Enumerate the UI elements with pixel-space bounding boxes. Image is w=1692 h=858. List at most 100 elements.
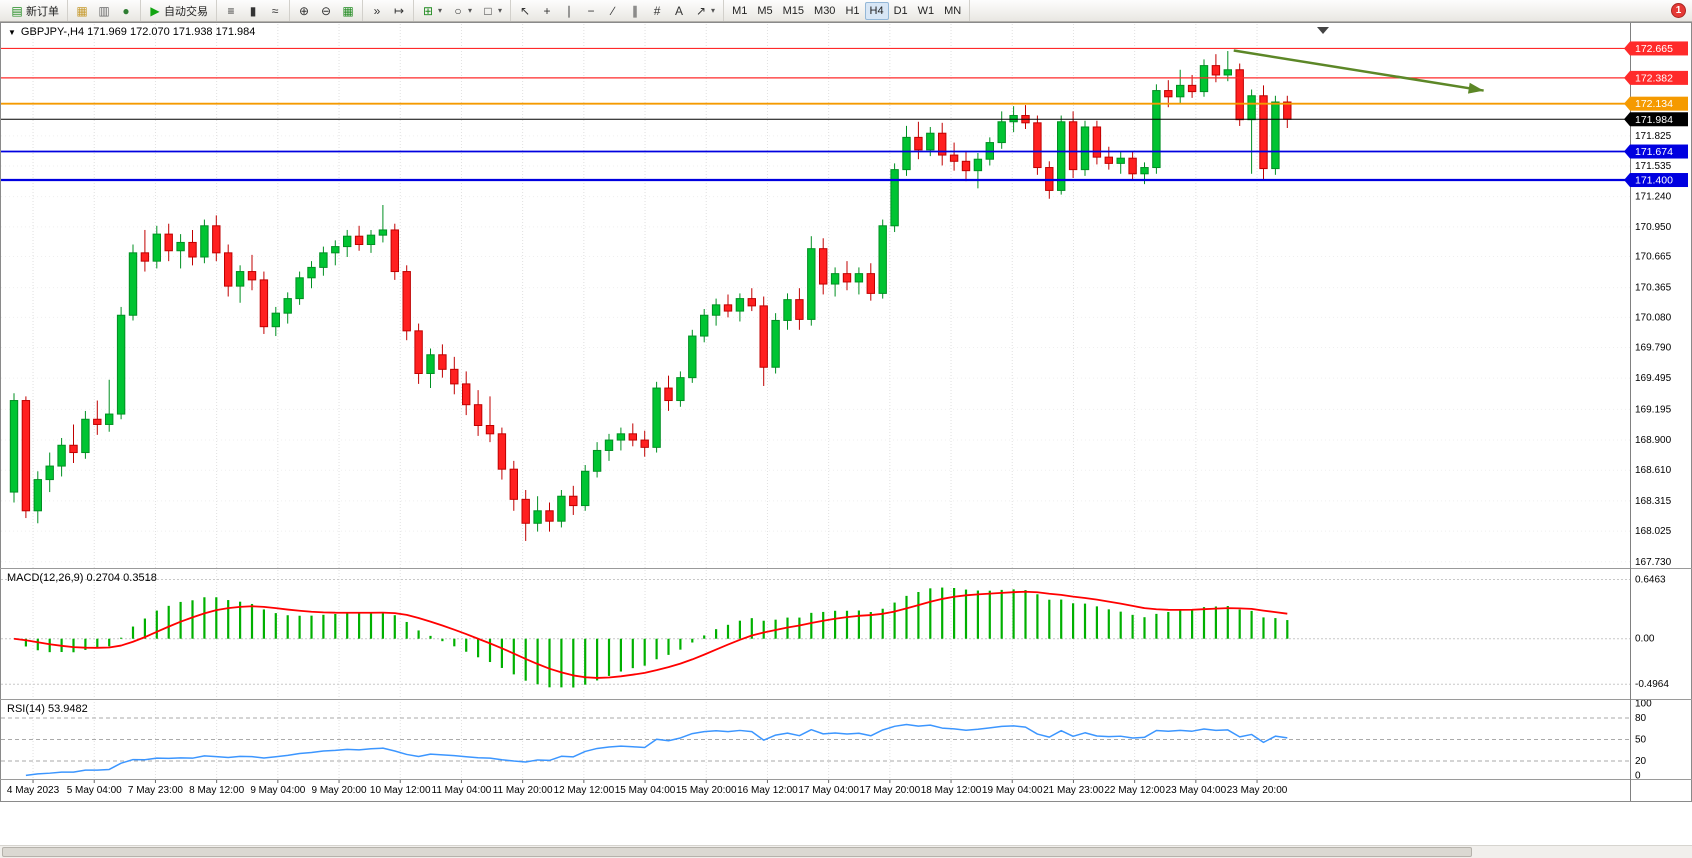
indicators-button[interactable]: ⊞ ▾ [417, 2, 447, 20]
market-watch-icon: ▦ [76, 3, 88, 18]
svg-text:10 May 12:00: 10 May 12:00 [370, 785, 431, 796]
svg-text:22 May 12:00: 22 May 12:00 [1104, 785, 1165, 796]
svg-text:15 May 20:00: 15 May 20:00 [676, 785, 737, 796]
zoom-group: ⊕ ⊖ ▦ [290, 0, 363, 21]
svg-text:80: 80 [1635, 713, 1647, 724]
bar-chart-icon: ≡ [227, 3, 235, 18]
notifications-badge[interactable]: 1 [1671, 3, 1686, 18]
line-chart-icon: ≈ [271, 3, 279, 18]
symbol-readout: ▼ GBPJPY-,H4 171.969 172.070 171.938 171… [8, 26, 255, 38]
svg-text:168.610: 168.610 [1635, 465, 1672, 476]
navigator-icon: ● [122, 3, 130, 18]
auto-scroll-icon: » [373, 3, 381, 18]
chart-shift-marker[interactable] [1317, 27, 1329, 34]
one-click-trading-toggle[interactable]: ▼ [8, 27, 16, 37]
crosshair-button[interactable]: + [536, 2, 558, 20]
cursor-icon: ↖ [520, 3, 531, 18]
candlestick-chart-button[interactable]: ▮ [242, 2, 264, 20]
svg-text:168.025: 168.025 [1635, 526, 1672, 537]
auto-scroll-button[interactable]: » [366, 2, 388, 20]
svg-text:11 May 20:00: 11 May 20:00 [493, 785, 553, 796]
svg-text:171.674: 171.674 [1635, 146, 1673, 158]
new-order-button[interactable]: ▤ 新订单 [6, 2, 64, 20]
tile-windows-icon: ▦ [342, 3, 354, 18]
cursor-button[interactable]: ↖ [514, 2, 536, 20]
arrow-objects-button[interactable]: ↗ ▾ [690, 2, 720, 20]
timeframe-h4-button-label: H4 [869, 4, 884, 17]
fibonacci-button[interactable]: # [646, 2, 668, 20]
trendline-button[interactable]: ∕ [602, 2, 624, 20]
timeframe-d1-button[interactable]: D1 [889, 2, 913, 20]
rsi-readout: RSI(14) 53.9482 [7, 703, 88, 715]
svg-text:4 May 2023: 4 May 2023 [7, 785, 60, 796]
timeframe-m30-button[interactable]: M30 [809, 2, 840, 20]
timeframe-m15-button-label: M15 [782, 4, 805, 17]
svg-text:169.790: 169.790 [1635, 342, 1672, 353]
macd-signal-line [13, 590, 1288, 679]
svg-text:171.535: 171.535 [1635, 161, 1672, 172]
svg-text:100: 100 [1635, 699, 1652, 710]
svg-text:171.400: 171.400 [1635, 175, 1673, 187]
navigator-button[interactable]: ● [115, 2, 137, 20]
svg-text:0: 0 [1635, 770, 1641, 781]
horizontal-line-icon: − [587, 3, 595, 18]
horizontal-line-button[interactable]: − [580, 2, 602, 20]
zoom-out-icon: ⊖ [320, 3, 332, 18]
bar-chart-button[interactable]: ≡ [220, 2, 242, 20]
price-axis-labels: 171.825 171.535 171.240 170.950 170.665 170.3… [1635, 131, 1672, 568]
candlestick-series [9, 51, 1292, 541]
periods-button[interactable]: ○ ▾ [447, 2, 477, 20]
svg-text:9 May 20:00: 9 May 20:00 [312, 785, 367, 796]
horizontal-scrollbar-thumb[interactable] [2, 847, 1472, 857]
tile-windows-button[interactable]: ▦ [337, 2, 359, 20]
trend-arrow[interactable] [1233, 49, 1484, 94]
timeframe-h1-button-label: H1 [845, 4, 860, 17]
svg-text:-0.4964: -0.4964 [1635, 679, 1669, 690]
timeframe-h4-button[interactable]: H4 [864, 1, 889, 20]
svg-text:170.080: 170.080 [1635, 312, 1672, 323]
timeframe-mn-button[interactable]: MN [939, 2, 966, 20]
chevron-down-icon: ▾ [468, 6, 473, 15]
chart-shift-button[interactable]: ↦ [388, 2, 410, 20]
vertical-line-icon: ∣ [566, 3, 573, 18]
timeframe-h1-button[interactable]: H1 [840, 2, 864, 20]
svg-text:12 May 12:00: 12 May 12:00 [554, 785, 615, 796]
market-watch-button[interactable]: ▦ [71, 2, 93, 20]
horizontal-levels [1, 47, 1630, 182]
new-order-button-label: 新订单 [26, 5, 59, 18]
vertical-line-button[interactable]: ∣ [558, 2, 580, 20]
svg-text:172.382: 172.382 [1635, 72, 1673, 84]
autotrade-group: ▶ 自动交易 [141, 0, 217, 21]
channel-button[interactable]: ∥ [624, 2, 646, 20]
scroll-group: » ↦ [363, 0, 414, 21]
candlestick-chart-icon: ▮ [249, 3, 257, 18]
insert-group: ⊞ ▾ ○ ▾ □ ▾ [414, 0, 512, 21]
chart-shift-icon: ↦ [393, 3, 405, 18]
trendline-icon: ∕ [612, 3, 615, 18]
autotrade-button[interactable]: ▶ 自动交易 [144, 2, 213, 20]
timeframe-m1-button[interactable]: M1 [727, 2, 752, 20]
svg-text:9 May 04:00: 9 May 04:00 [250, 785, 305, 796]
data-window-button[interactable]: ▥ [93, 2, 115, 20]
chevron-down-icon: ▾ [711, 6, 716, 15]
line-chart-button[interactable]: ≈ [264, 2, 286, 20]
horizontal-scrollbar[interactable] [0, 845, 1692, 858]
indicators-icon: ⊞ [422, 3, 434, 18]
zoom-in-button[interactable]: ⊕ [293, 2, 315, 20]
rsi-line [25, 723, 1288, 777]
templates-button[interactable]: □ ▾ [477, 2, 507, 20]
timeframe-m15-button[interactable]: M15 [778, 2, 809, 20]
timeframe-m5-button-label: M5 [757, 4, 773, 17]
zoom-out-button[interactable]: ⊖ [315, 2, 337, 20]
timeframe-m5-button[interactable]: M5 [752, 2, 777, 20]
timeframe-group: M1 M5 M15 M30 H1 H4 D1 W1 MN [724, 0, 971, 21]
fibonacci-icon: # [653, 3, 661, 18]
timeframe-w1-button[interactable]: W1 [913, 2, 940, 20]
autotrade-button-label: 自动交易 [164, 5, 208, 18]
svg-text:168.315: 168.315 [1635, 496, 1672, 507]
channel-icon: ∥ [632, 3, 639, 18]
text-icon: A [675, 3, 684, 18]
macd-readout: MACD(12,26,9) 0.2704 0.3518 [7, 572, 157, 584]
text-button[interactable]: A [668, 2, 690, 20]
